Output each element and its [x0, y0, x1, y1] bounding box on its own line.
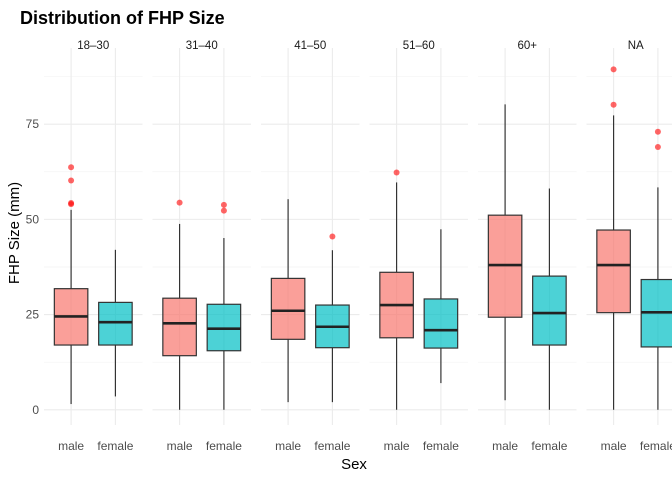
- outlier-point: [610, 66, 617, 73]
- outlier-point: [654, 144, 661, 151]
- x-tick-label: male: [167, 439, 193, 453]
- box-male: male: [596, 66, 631, 453]
- iqr-box: [532, 275, 567, 346]
- outlier-point: [68, 177, 75, 184]
- y-tick-label: 50: [26, 212, 40, 226]
- box-female: female: [423, 229, 459, 453]
- iqr-box: [423, 298, 459, 349]
- y-axis: 0 25 50 75: [26, 117, 40, 417]
- facet-strip-label: 31–40: [186, 40, 218, 52]
- x-tick-label: female: [97, 439, 133, 453]
- x-tick-label: male: [58, 439, 84, 453]
- y-tick-label: 25: [26, 308, 40, 322]
- box-male: male: [270, 199, 306, 453]
- x-tick-label: male: [601, 439, 627, 453]
- facet-strip-label: 41–50: [294, 40, 326, 52]
- chart-title: Distribution of FHP Size: [20, 8, 225, 28]
- facet-panel-1: 31–40 male female: [152, 40, 251, 453]
- box-female: female: [97, 249, 134, 453]
- y-tick-label: 0: [32, 403, 39, 417]
- x-tick-label: male: [492, 439, 518, 453]
- x-axis-title: Sex: [341, 456, 367, 473]
- x-tick-label: female: [640, 439, 672, 453]
- outlier-point: [654, 128, 661, 135]
- facet-strip-label: 18–30: [77, 40, 109, 52]
- outlier-point: [393, 169, 400, 176]
- box-male: male: [53, 164, 89, 453]
- iqr-box: [98, 301, 133, 346]
- facet-strip-label: 60+: [517, 40, 537, 52]
- x-tick-label: female: [206, 439, 242, 453]
- box-male: male: [487, 104, 523, 453]
- x-tick-label: female: [531, 439, 567, 453]
- outlier-point: [68, 164, 75, 171]
- outlier-point: [329, 233, 336, 240]
- y-axis-title: FHP Size (mm): [6, 182, 23, 284]
- box-female: female: [206, 201, 242, 453]
- box-male: male: [162, 199, 197, 453]
- facet-strip-label: NA: [628, 40, 644, 52]
- outlier-point: [68, 199, 75, 206]
- box-female: female: [314, 233, 351, 453]
- x-tick-label: female: [423, 439, 459, 453]
- outlier-point: [610, 101, 617, 108]
- y-tick-label: 75: [26, 117, 40, 131]
- facet-strip-label: 51–60: [403, 40, 435, 52]
- x-tick-label: female: [314, 439, 350, 453]
- box-male: male: [379, 169, 414, 453]
- outlier-point: [176, 199, 183, 206]
- iqr-box: [162, 297, 197, 357]
- outlier-point: [220, 201, 227, 208]
- iqr-box: [270, 277, 306, 340]
- iqr-box: [596, 229, 631, 314]
- facet-panel-2: 41–50 male female: [261, 40, 360, 453]
- facet-panel-5: NA male female: [586, 40, 672, 453]
- box-female: female: [640, 128, 672, 453]
- facet-panel-0: 18–30 male female: [44, 40, 143, 453]
- outlier-point: [220, 207, 227, 214]
- facet-panel-3: 51–60 male female: [369, 40, 468, 453]
- facet-panel-4: 60+ male female: [478, 40, 577, 453]
- box-female: female: [531, 188, 568, 453]
- x-tick-label: male: [275, 439, 301, 453]
- x-tick-label: male: [384, 439, 410, 453]
